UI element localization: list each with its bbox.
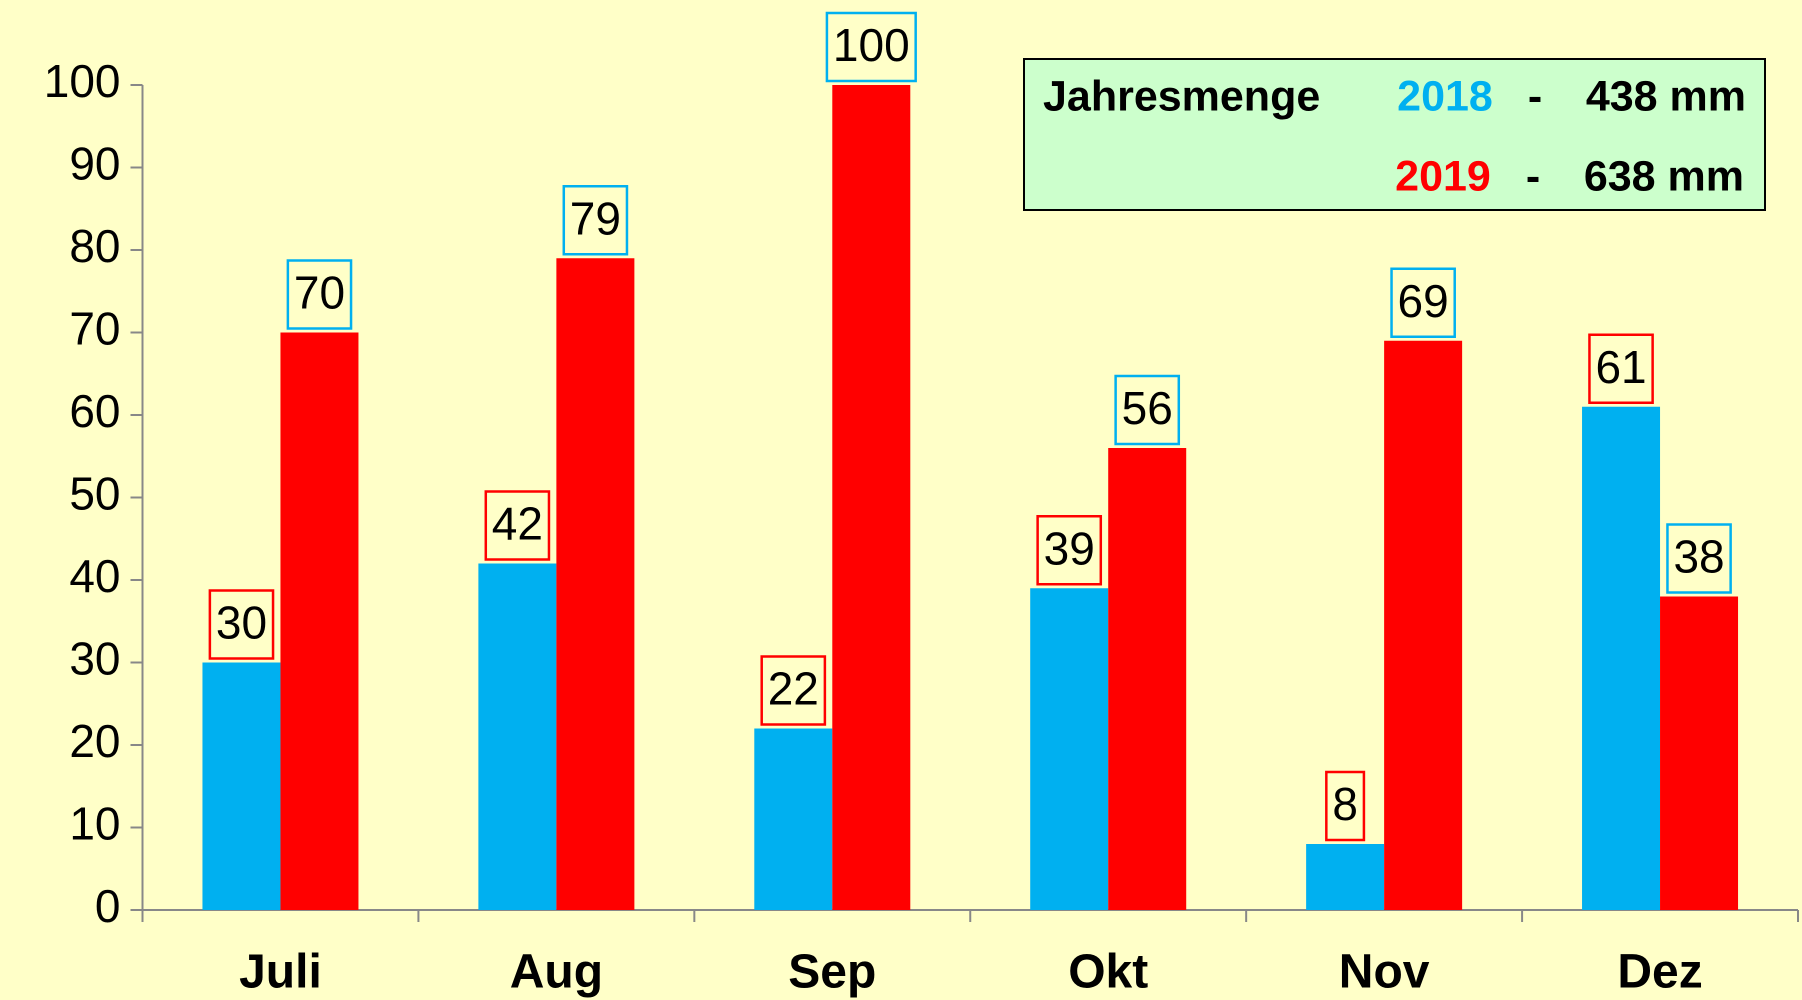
bar [1030,588,1109,910]
bar [1384,340,1463,910]
y-tick-label: 80 [69,220,120,272]
separator: - [1528,72,1542,120]
x-tick-label: Juli [239,946,322,999]
y-tick-label: 90 [69,138,120,190]
legend-entry: 2018 [1397,72,1493,120]
y-tick-label: 40 [69,550,120,602]
y-tick-label: 30 [69,633,120,685]
data-label-box [1325,770,1366,842]
bar [1660,596,1739,910]
x-tick-label: Aug [510,946,603,999]
bar [1108,448,1187,910]
bar [1306,844,1385,910]
data-label: 70 [294,267,345,319]
data-label-box [1390,267,1456,338]
data-label: 79 [570,192,621,244]
x-tick-label: Okt [1068,946,1148,999]
data-label: 39 [1044,522,1095,574]
bar [202,662,281,910]
data-label-box [760,655,827,726]
bar [478,563,557,910]
data-label-box [1036,515,1103,586]
legend-total: 438 mm [1586,72,1746,120]
data-label-box [286,259,353,330]
legend-box [1023,58,1766,211]
data-label: 42 [492,498,543,550]
data-label: 30 [216,597,267,649]
data-label-box [208,589,275,660]
x-tick-label: Dez [1617,946,1702,999]
data-label: 61 [1595,341,1646,393]
y-tick-label: 60 [69,385,120,437]
bar [556,258,635,910]
annotation: Jahresmenge [1043,72,1320,120]
data-label-box [1114,374,1181,446]
data-label: 100 [833,19,910,71]
data-label-box [825,11,917,83]
legend-total: 638 mm [1584,152,1744,200]
bar [1582,406,1661,910]
y-tick-label: 20 [69,715,120,767]
data-label: 56 [1122,382,1173,434]
data-label-box [1666,523,1732,594]
y-tick-label: 10 [69,798,120,850]
data-label-box [1588,333,1654,404]
y-tick-label: 100 [44,55,121,107]
data-label-box [484,490,551,561]
data-label: 38 [1673,531,1724,583]
x-tick-label: Sep [788,946,876,999]
data-label: 69 [1398,275,1449,327]
separator: - [1526,152,1540,200]
y-tick-label: 0 [95,880,121,932]
data-label-box [562,185,629,256]
bar [280,332,359,910]
data-label: 8 [1332,778,1358,830]
legend-entry: 2019 [1395,152,1491,200]
data-label: 22 [768,663,819,715]
x-tick-label: Nov [1339,946,1430,999]
y-tick-label: 50 [69,468,120,520]
bar [754,728,833,910]
y-tick-label: 70 [69,303,120,355]
bar [832,85,911,910]
